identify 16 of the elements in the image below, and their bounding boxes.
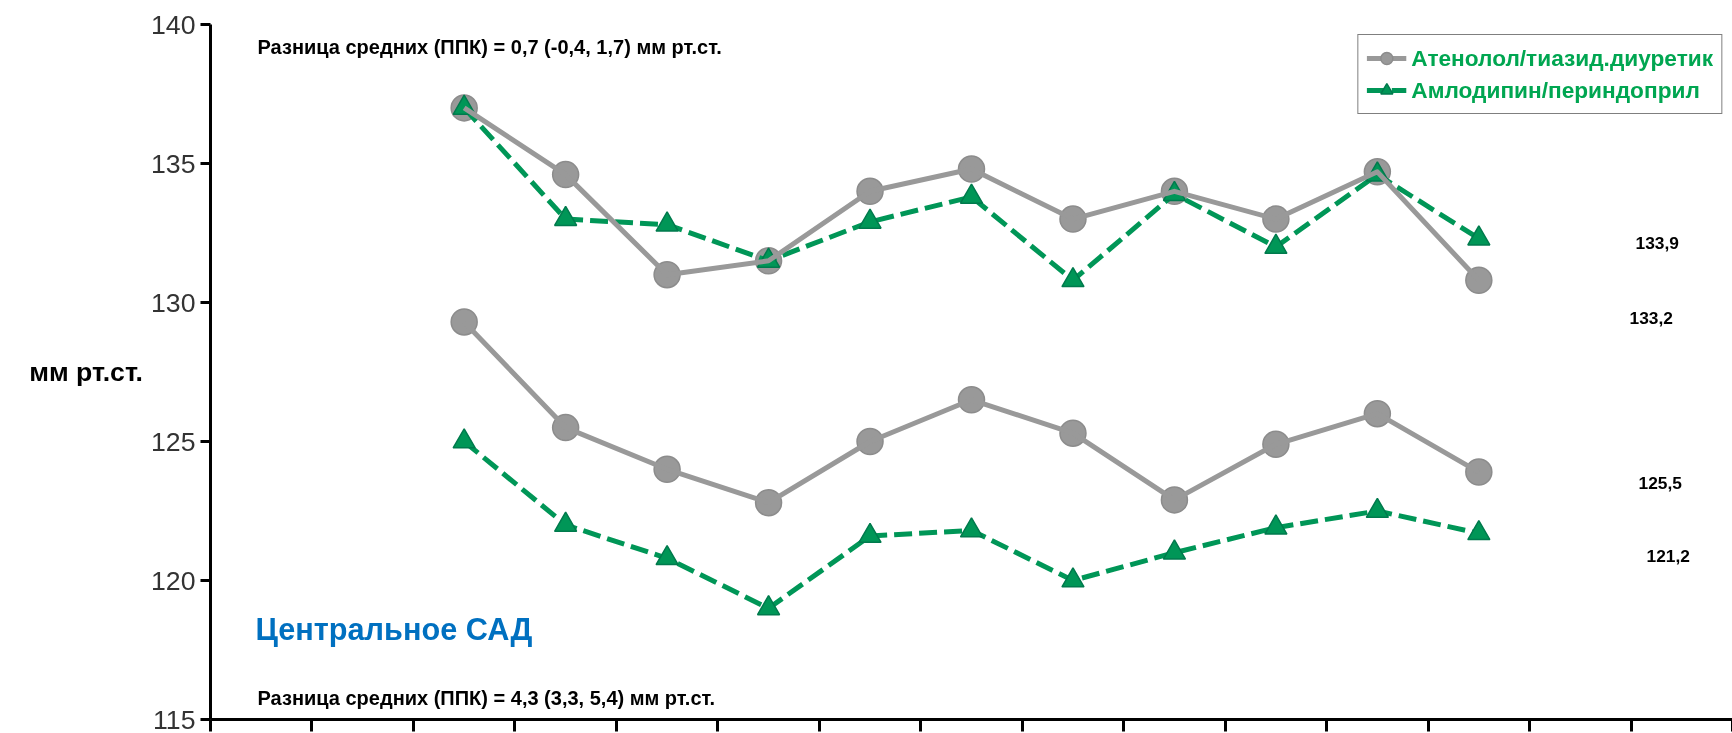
- annotation: 121,2: [1646, 545, 1690, 566]
- annotation: Разница средних (ППК) = 0,7 (-0,4, 1,7) мм рт.ст.: [257, 35, 722, 58]
- annotation: 133,2: [1629, 307, 1673, 328]
- legend-label: Атенолол/тиазид.диуретик: [1411, 44, 1713, 72]
- annotation: 125,5: [1638, 472, 1683, 493]
- y-tick-label: 115: [153, 704, 196, 733]
- y-tick-label: 140: [151, 9, 196, 40]
- y-tick-label: 130: [151, 287, 196, 318]
- annotation: Разница средних (ППК) = 4,3 (3,3, 5,4) мм рт.ст.: [257, 686, 716, 709]
- legend-label: Амлодипин/периндоприл: [1411, 76, 1700, 104]
- y-tick-label: 125: [151, 426, 196, 457]
- y-axis-title: мм рт.ст.: [29, 357, 144, 387]
- annotation: Центральное САД: [255, 611, 533, 647]
- y-tick-label: 135: [151, 148, 196, 179]
- annotation: 133,9: [1635, 232, 1679, 253]
- y-tick-label: 120: [151, 565, 196, 596]
